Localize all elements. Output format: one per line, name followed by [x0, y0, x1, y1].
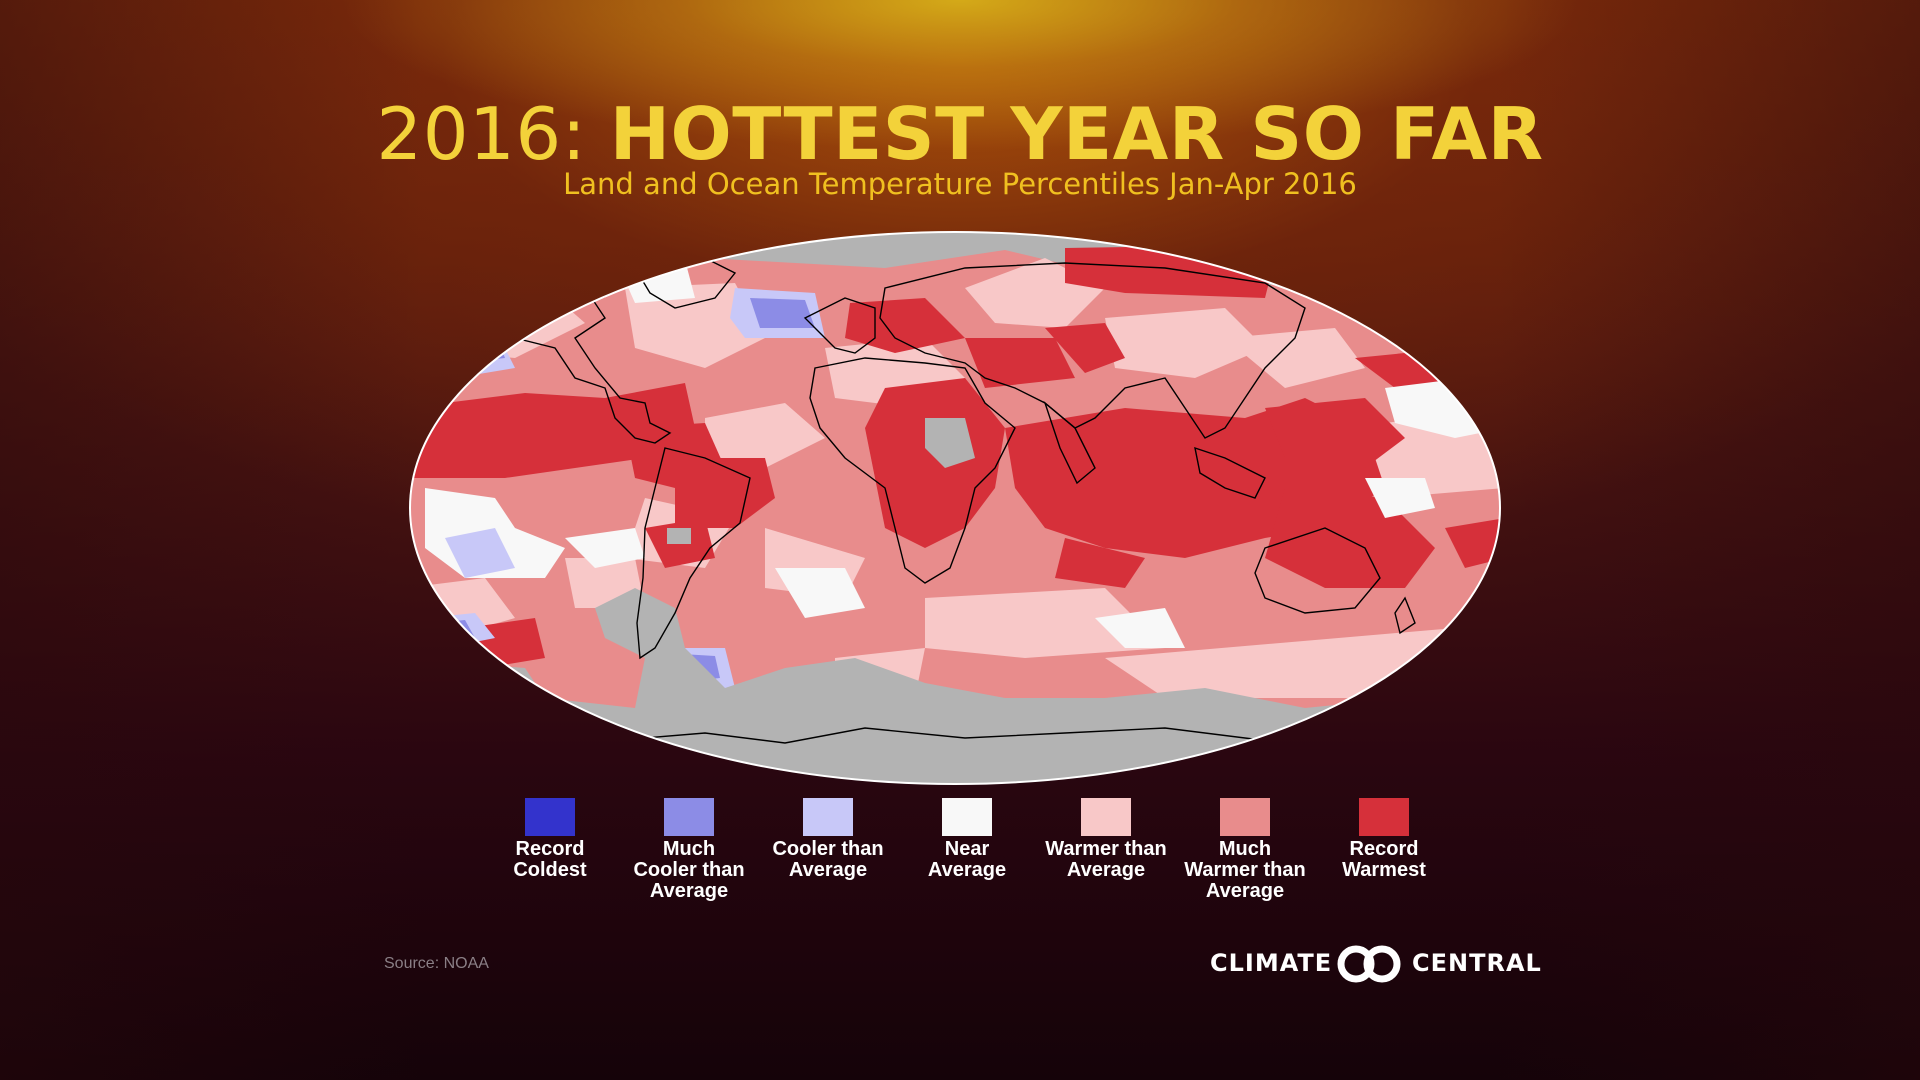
map-surface [410, 232, 1500, 784]
legend: Record Coldest Much Cooler than Average Coo… [475, 798, 1445, 908]
legend-label: Near Average [927, 838, 1007, 881]
coastlines [463, 257, 1416, 749]
logo-word-central: CENTRAL [1412, 949, 1542, 977]
legend-item-much-cooler: Much Cooler than Average [614, 798, 764, 902]
antarctic-no-data [410, 588, 1500, 784]
amazon-no-data-patch [667, 528, 691, 544]
legend-swatch [525, 798, 575, 836]
legend-swatch [942, 798, 992, 836]
page-subtitle: Land and Ocean Temperature Percentiles J… [563, 167, 1357, 201]
legend-swatch [1081, 798, 1131, 836]
linked-circles-icon [1337, 945, 1401, 983]
legend-item-record-coldest: Record Coldest [475, 798, 625, 881]
source-credit: Source: NOAA [384, 955, 489, 972]
legend-label: Much Warmer than Average [1184, 838, 1306, 902]
legend-label: Warmer than Average [1045, 838, 1167, 881]
climate-central-logo: CLIMATE CENTRAL [1210, 944, 1545, 984]
legend-swatch [1220, 798, 1270, 836]
legend-swatch [1359, 798, 1409, 836]
legend-item-much-warmer: Much Warmer than Average [1170, 798, 1320, 902]
page-title: 2016: HOTTEST YEAR SO FAR [0, 92, 1920, 176]
legend-swatch [803, 798, 853, 836]
legend-label: Record Warmest [1342, 838, 1426, 881]
title-year: 2016: [376, 92, 587, 176]
title-headline: HOTTEST YEAR SO FAR [609, 92, 1544, 176]
logo-word-climate: CLIMATE [1210, 949, 1333, 977]
legend-swatch [664, 798, 714, 836]
legend-item-near-average: Near Average [892, 798, 1042, 881]
africa-no-data-patch [925, 418, 975, 468]
legend-label: Cooler than Average [772, 838, 884, 881]
map-outline [409, 231, 1501, 785]
temperature-percentile-map [409, 231, 1501, 785]
legend-item-record-warmest: Record Warmest [1309, 798, 1459, 881]
legend-label: Much Cooler than Average [633, 838, 745, 902]
legend-item-cooler: Cooler than Average [753, 798, 903, 881]
legend-label: Record Coldest [513, 838, 587, 881]
legend-item-warmer: Warmer than Average [1031, 798, 1181, 881]
